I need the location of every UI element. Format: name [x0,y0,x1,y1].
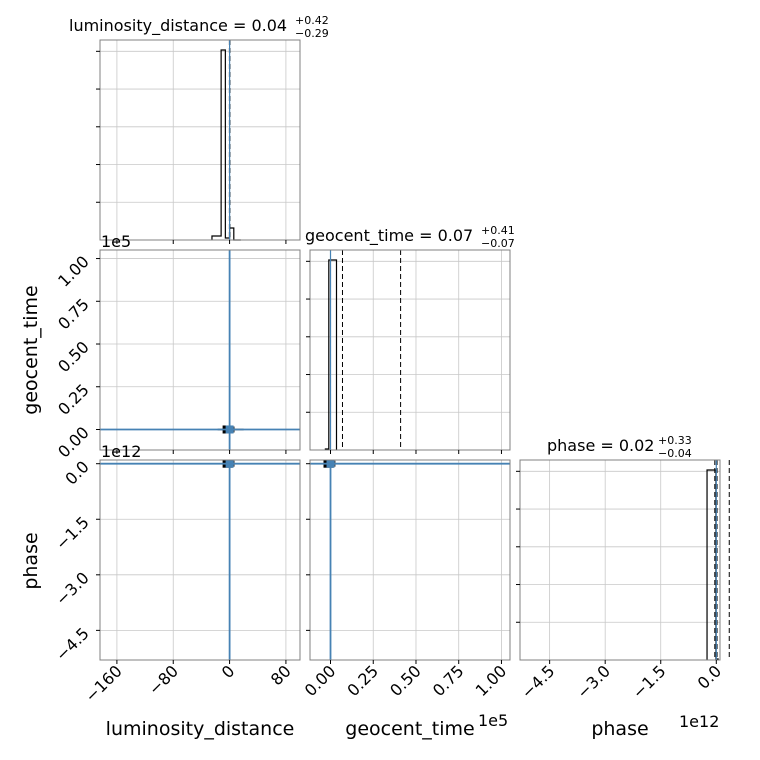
title-luminosity-distance: luminosity_distance = 0.04 [69,16,287,36]
title-phase: phase = 0.02 [547,436,654,455]
xtick-label-luminosity-distance: 80 [267,661,295,689]
title-luminosity-distance-text: luminosity_distance = 0.04 [69,16,287,36]
ytick-label-phase: −1.5 [52,513,93,554]
panel-luminosity-distance-geocent-time-frame [99,249,301,451]
offset-label-phase-y: 1e12 [101,442,141,461]
xlabel-luminosity-distance: luminosity_distance [106,718,295,740]
ytick-label-phase: −4.5 [52,624,93,665]
ytick-label-geocent-time: 0.00 [54,423,93,462]
panel-geocent-time-phase-frame [309,459,511,661]
offset-label-geocent-time-y: 1e5 [101,232,131,251]
panel-geocent-time-phase-truth-marker [326,459,335,468]
panel-luminosity-distance-phase-frame [99,459,301,661]
ytick-label-geocent-time: 0.75 [54,295,93,334]
panel-phase-phase-frame [519,459,721,661]
panel-luminosity-distance-phase-truth-marker [225,459,234,468]
xtick-label-phase: −4.5 [518,661,559,702]
panel-geocent-time-geocent-time-frame [309,249,511,451]
panel-luminosity-distance-luminosity-distance-frame [99,39,301,241]
data-layer [100,40,730,660]
ytick-label-geocent-time: 0.50 [54,337,93,376]
title-luminosity-distance-upper: +0.42 [295,14,329,27]
panel-luminosity-distance-luminosity-distance-histogram [211,49,241,241]
title-geocent-time-lower: −0.07 [481,237,515,250]
xtick-label-phase: −1.5 [629,661,670,702]
title-geocent-time-upper: +0.41 [481,224,515,237]
panel-geocent-time-geocent-time-histogram [324,259,338,450]
ytick-label-geocent-time: 1.00 [54,252,93,291]
xtick-label-phase: −3.0 [573,661,614,702]
xtick-label-luminosity-distance: 0 [218,661,239,682]
ylabel-phase: phase [20,532,42,589]
xlabel-phase: phase [591,718,648,740]
xtick-label-luminosity-distance: −80 [145,661,182,698]
offset-label-phase-x: 1e12 [679,712,719,731]
panel-luminosity-distance-geocent-time-truth-marker [225,425,234,434]
title-geocent-time: geocent_time = 0.07 [305,226,473,246]
xtick-label-phase: 0.0 [694,661,725,692]
title-phase-lower: −0.04 [658,447,692,460]
xtick-label-geocent-time: 1.00 [472,661,511,700]
title-geocent-time-text: geocent_time = 0.07 [305,226,473,246]
title-phase-upper: +0.33 [658,434,692,447]
xtick-label-luminosity-distance: −160 [81,661,126,706]
ytick-label-geocent-time: 0.25 [54,380,93,419]
xtick-label-geocent-time: 0.75 [429,661,468,700]
ylabel-geocent-time: geocent_time [20,285,42,414]
offset-label-geocent-time-x: 1e5 [478,711,508,730]
frame-layer [99,39,721,661]
ytick-label-phase: −3.0 [52,568,93,609]
xtick-label-geocent-time: 0.50 [386,661,425,700]
xlabel-geocent-time: geocent_time [345,718,474,740]
title-phase-text: phase = 0.02 [547,436,654,455]
title-luminosity-distance-lower: −0.29 [295,27,329,40]
ytick-label-phase: 0.0 [61,457,92,488]
tick-layer: −160 −80 0 80 0.00 0.25 0.50 0.75 1.00 −4.5 −3.0 −1… [52,50,725,706]
grid-layer [100,40,720,660]
xtick-label-geocent-time: 0.25 [343,661,382,700]
xtick-label-geocent-time: 0.00 [301,661,340,700]
